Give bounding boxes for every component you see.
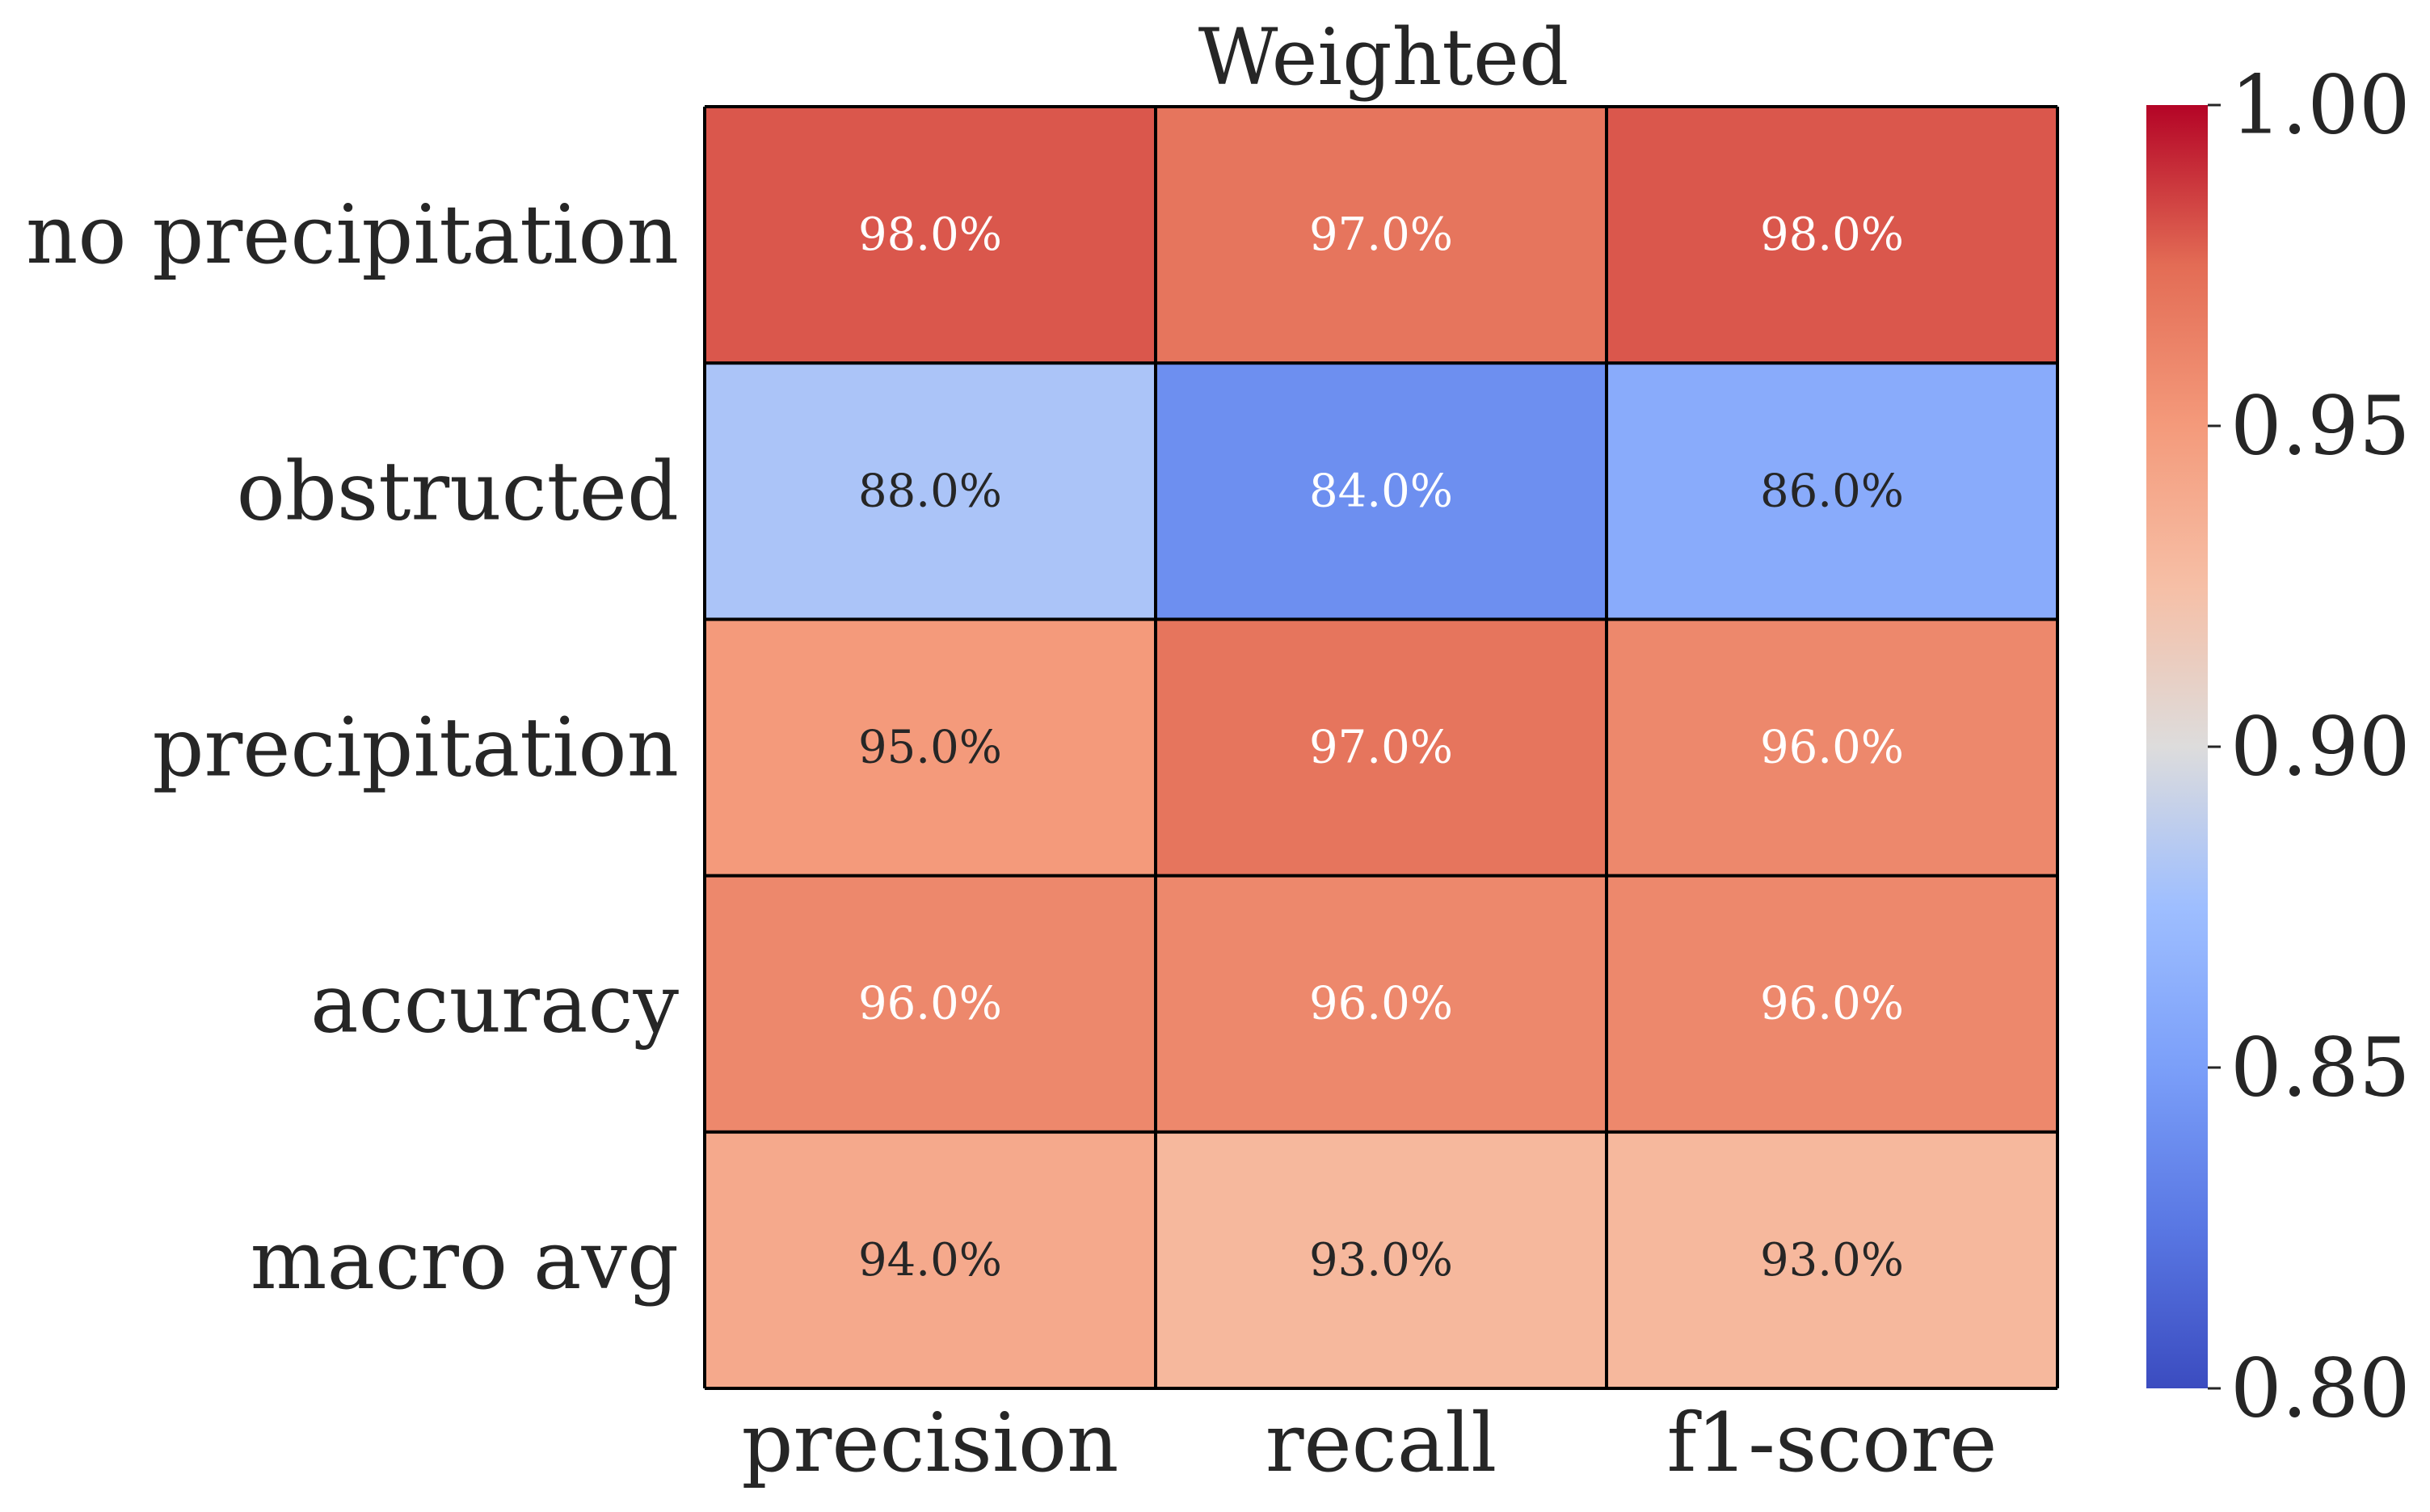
heatmap-cell (1607, 1131, 2057, 1388)
cell-value-label: 96.0% (1309, 978, 1453, 1030)
cell-value-label: 96.0% (858, 978, 1002, 1030)
cell-value-label: 97.0% (1309, 208, 1453, 261)
cell-value-label: 98.0% (858, 208, 1002, 261)
colorbar-tick-label: 0.85 (2230, 1021, 2411, 1115)
colorbar-gradient (2146, 105, 2208, 1388)
colorbar-tick-label: 1.00 (2230, 58, 2411, 153)
colorbar-ticks: 0.80 0.85 0.90 0.95 1.00 (2208, 58, 2411, 1436)
cell-value-labels: 98.0% 97.0% 98.0% 88.0% 84.0% 86.0% 95.0% 97.0%… (858, 208, 1904, 1287)
heatmap-cell (1607, 363, 2057, 620)
heatmap-cell (705, 1131, 1156, 1388)
x-tick-label: recall (1266, 1396, 1497, 1490)
heatmap-cell (705, 619, 1156, 876)
cell-value-label: 93.0% (1760, 1234, 1904, 1287)
y-tick-label: macro avg (251, 1213, 679, 1308)
colorbar-tick-label: 0.90 (2230, 700, 2411, 794)
heatmap-cell (1607, 107, 2057, 364)
cell-value-label: 98.0% (1760, 208, 1904, 261)
cell-value-label: 97.0% (1309, 722, 1453, 774)
heatmap-cell (1156, 1131, 1607, 1388)
colorbar-tick-label: 0.80 (2230, 1341, 2411, 1436)
y-tick-label: precipitation (152, 701, 679, 795)
y-axis-labels: no precipitation obstructed precipitation a… (26, 187, 679, 1308)
heatmap-cells (705, 107, 2057, 1388)
cell-value-label: 88.0% (858, 465, 1002, 517)
cell-value-label: 95.0% (858, 722, 1002, 774)
cell-value-label: 96.0% (1760, 722, 1904, 774)
y-tick-label: obstructed (237, 444, 679, 538)
colorbar-tick-label: 0.95 (2230, 379, 2411, 474)
colorbar: 0.80 0.85 0.90 0.95 1.00 (2146, 58, 2411, 1436)
y-tick-label: no precipitation (26, 187, 679, 282)
cell-value-label: 96.0% (1760, 978, 1904, 1030)
heatmap-cell (1607, 875, 2057, 1132)
heatmap-cell (1156, 107, 1607, 364)
chart-title: Weighted (1198, 12, 1569, 103)
heatmap-cell (1156, 875, 1607, 1132)
heatmap-cell (1156, 363, 1607, 620)
heatmap-cell (1607, 619, 2057, 876)
cell-value-label: 94.0% (858, 1234, 1002, 1287)
cell-value-label: 93.0% (1309, 1234, 1453, 1287)
x-tick-label: precision (742, 1396, 1119, 1490)
y-tick-label: accuracy (310, 957, 679, 1051)
heatmap-cell (1156, 619, 1607, 876)
heatmap-cell (705, 363, 1156, 620)
heatmap-grid (703, 105, 2059, 1390)
heatmap-cell (705, 107, 1156, 364)
x-axis-labels: precision recall f1-score (742, 1396, 1998, 1490)
x-tick-label: f1-score (1667, 1396, 1998, 1490)
cell-value-label: 86.0% (1760, 465, 1904, 517)
cell-value-label: 84.0% (1309, 465, 1453, 517)
heatmap-cell (705, 875, 1156, 1132)
